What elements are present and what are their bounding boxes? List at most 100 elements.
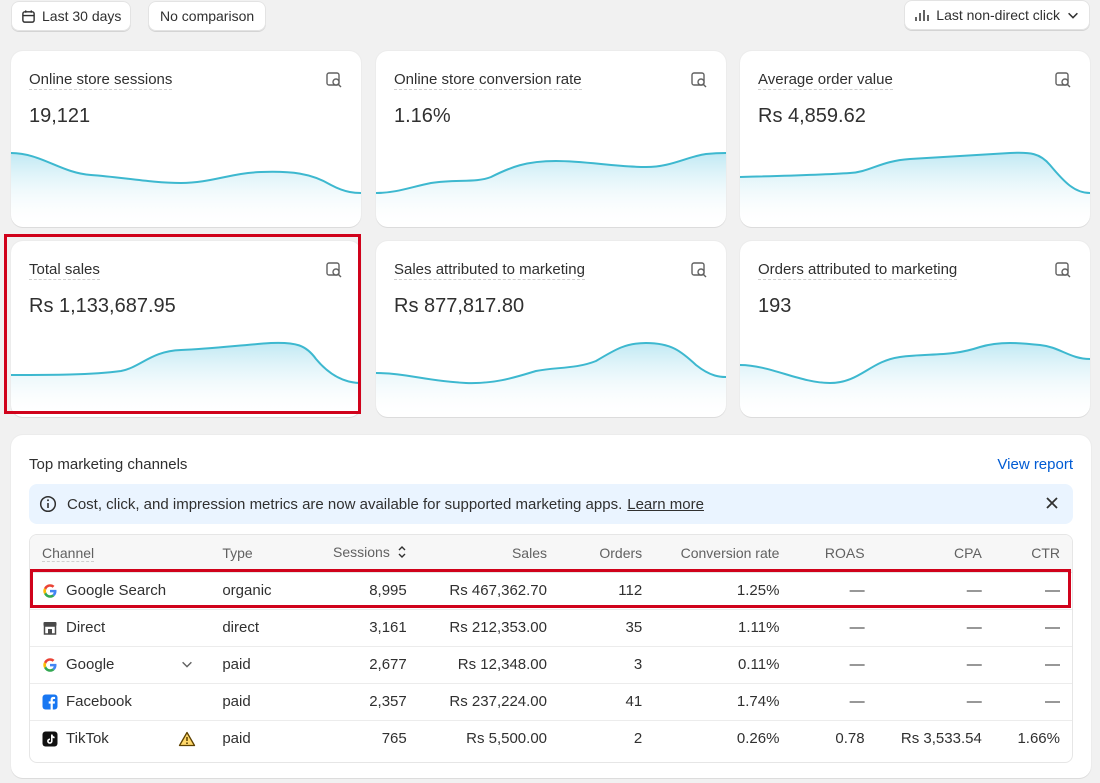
roas-value: 0.78 <box>835 730 865 748</box>
metric-value: 19,121 <box>29 105 91 127</box>
close-icon[interactable] <box>1043 494 1061 512</box>
channel-type: paid <box>222 656 251 673</box>
report-search-icon[interactable] <box>690 261 708 279</box>
metric-card-sales-attributed[interactable]: Sales attributed to marketing Rs 877,817… <box>376 241 726 417</box>
metric-title: Total sales <box>29 261 100 280</box>
calendar-icon <box>21 9 36 24</box>
ctr-value: — <box>1045 656 1060 673</box>
table-row[interactable]: Google Search organic 8,995 Rs 467,362.7… <box>30 572 1072 609</box>
metric-card-orders-attributed[interactable]: Orders attributed to marketing 193 <box>740 241 1090 417</box>
conversion-value: 1.11% <box>738 619 780 636</box>
date-range-button[interactable]: Last 30 days <box>11 1 132 31</box>
orders-value: 3 <box>633 656 643 673</box>
sessions-value: 2,357 <box>369 693 407 710</box>
table-row[interactable]: Direct direct 3,161 Rs 212,353.00 35 1.1… <box>30 609 1072 646</box>
banner-text: Cost, click, and impression metrics are … <box>67 495 623 513</box>
metric-card-sessions[interactable]: Online store sessions 19,121 <box>11 51 361 227</box>
conversion-value: 1.74% <box>736 693 780 710</box>
bar-chart-icon <box>914 7 930 23</box>
cpa-value: — <box>966 619 982 636</box>
channel-name: Google Search <box>66 582 167 599</box>
metric-card-conversion-rate[interactable]: Online store conversion rate 1.16% <box>376 51 726 227</box>
sales-value: Rs 212,353.00 <box>449 619 547 636</box>
learn-more-link[interactable]: Learn more <box>627 495 704 513</box>
sessions-value: 3,161 <box>369 619 407 636</box>
roas-value: — <box>849 619 865 636</box>
sparkline <box>11 152 361 227</box>
cpa-value: — <box>966 656 982 673</box>
conversion-value: 0.11% <box>738 656 780 673</box>
channel-name: Direct <box>66 619 106 636</box>
sessions-value: 8,995 <box>369 582 407 599</box>
attribution-model-button[interactable]: Last non-direct click <box>904 0 1090 30</box>
facebook-logo-icon <box>42 694 58 710</box>
cpa-value: — <box>966 693 982 710</box>
table-header-row: Channel Type Sessions Sales Orders Conve… <box>30 535 1072 573</box>
metric-title: Online store sessions <box>29 71 173 90</box>
ctr-value: — <box>1045 619 1060 636</box>
column-header-conversion-rate[interactable]: Conversion rate <box>654 535 792 573</box>
top-marketing-channels-panel: Top marketing channels View report Cost,… <box>11 435 1091 778</box>
orders-value: 41 <box>625 693 643 710</box>
chevron-down-icon[interactable] <box>180 657 194 671</box>
report-search-icon[interactable] <box>325 261 343 279</box>
sparkline <box>376 152 726 227</box>
column-header-ctr[interactable]: CTR <box>993 535 1072 573</box>
channel-type: direct <box>222 619 260 636</box>
sessions-value: 765 <box>381 730 407 748</box>
channel-name: TikTok <box>66 730 109 748</box>
metric-title: Orders attributed to marketing <box>758 261 958 280</box>
attribution-model-label: Last non-direct click <box>936 7 1060 23</box>
date-range-label: Last 30 days <box>42 8 122 24</box>
report-search-icon[interactable] <box>1054 261 1072 279</box>
sales-value: Rs 237,224.00 <box>449 693 547 710</box>
view-report-link[interactable]: View report <box>997 456 1073 473</box>
table-row[interactable]: TikTok paid 765 Rs 5,500.00 2 0.26% 0.78… <box>30 720 1072 757</box>
roas-value: — <box>849 656 865 673</box>
metric-title: Sales attributed to marketing <box>394 261 585 280</box>
info-icon <box>39 495 57 513</box>
channel-name: Facebook <box>66 693 132 710</box>
metric-value: Rs 4,859.62 <box>758 105 866 127</box>
tiktok-logo-icon <box>42 731 58 747</box>
table-row[interactable]: Facebook paid 2,357 Rs 237,224.00 41 1.7… <box>30 683 1072 720</box>
column-header-sessions[interactable]: Sessions <box>300 535 419 573</box>
store-icon <box>42 620 58 636</box>
google-logo-icon <box>42 657 58 673</box>
channel-type: organic <box>222 582 272 599</box>
sparkline <box>11 341 361 417</box>
info-banner: Cost, click, and impression metrics are … <box>29 484 1073 524</box>
metric-card-average-order-value[interactable]: Average order value Rs 4,859.62 <box>740 51 1090 227</box>
orders-value: 2 <box>633 730 643 748</box>
roas-value: — <box>849 582 865 599</box>
channel-name: Google <box>66 656 115 673</box>
metric-card-total-sales[interactable]: Total sales Rs 1,133,687.95 <box>11 241 361 417</box>
metric-value: 193 <box>758 295 792 317</box>
sparkline <box>740 342 1090 417</box>
google-logo-icon <box>42 583 58 599</box>
ctr-value: — <box>1045 582 1060 599</box>
sales-value: Rs 5,500.00 <box>466 730 547 748</box>
column-header-roas[interactable]: ROAS <box>791 535 877 573</box>
column-header-sales[interactable]: Sales <box>418 535 559 573</box>
metric-value: 1.16% <box>394 105 451 127</box>
column-header-cpa[interactable]: CPA <box>876 535 994 573</box>
column-header-channel[interactable]: Channel <box>30 535 211 573</box>
conversion-value: 0.26% <box>736 730 780 748</box>
column-header-type[interactable]: Type <box>210 535 301 573</box>
comparison-label: No comparison <box>160 8 255 24</box>
cpa-value: Rs 3,533.54 <box>900 730 982 748</box>
report-search-icon[interactable] <box>325 71 343 89</box>
report-search-icon[interactable] <box>690 71 708 89</box>
table-row[interactable]: Google paid 2,677 Rs 12,348.00 3 0.11% —… <box>30 646 1072 683</box>
panel-title: Top marketing channels <box>29 456 188 473</box>
comparison-button[interactable]: No comparison <box>148 1 267 31</box>
metric-title: Average order value <box>758 71 893 90</box>
channel-type: paid <box>222 730 251 748</box>
column-header-orders[interactable]: Orders <box>559 535 655 573</box>
metric-value: Rs 1,133,687.95 <box>29 295 176 317</box>
report-search-icon[interactable] <box>1054 71 1072 89</box>
warning-icon[interactable] <box>178 731 196 747</box>
ctr-value: 1.66% <box>1017 730 1060 748</box>
chevron-down-icon <box>1066 8 1080 22</box>
